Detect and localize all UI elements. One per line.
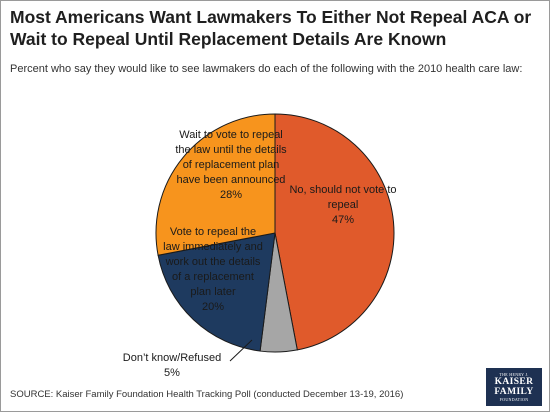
slice-label-no-repeal-text: No, should not vote to repeal xyxy=(289,184,397,211)
pie-slice-repeal-now xyxy=(157,232,276,352)
slice-label-dont-know: Don’t know/Refused 5% xyxy=(115,351,229,381)
leader-line-dont-know xyxy=(229,339,253,362)
source-note: SOURCE: Kaiser Family Foundation Health … xyxy=(10,389,404,400)
slice-label-no-repeal-value: 47% xyxy=(331,214,355,226)
slice-label-repeal-now-text: Vote to repeal the law immediately and w… xyxy=(163,226,263,298)
pie-slice-no-repeal xyxy=(274,113,395,351)
slice-label-no-repeal: No, should not vote to repeal 47% xyxy=(288,183,398,228)
kff-logo: THE HENRY J. KAISER FAMILY FOUNDATION xyxy=(486,368,542,406)
slice-label-wait-text: Wait to vote to repeal the law until the… xyxy=(175,129,287,186)
logo-line-1: THE HENRY J. xyxy=(499,372,529,377)
logo-line-2: KAISER xyxy=(494,377,534,387)
logo-line-4: FOUNDATION xyxy=(499,397,529,402)
chart-title: Most Americans Want Lawmakers To Either … xyxy=(10,7,532,49)
slice-label-repeal-now: Vote to repeal the law immediately and w… xyxy=(163,225,263,315)
pie-slice-wait xyxy=(155,113,276,256)
slice-label-wait-value: 28% xyxy=(219,189,243,201)
slice-label-dont-know-value: 5% xyxy=(164,367,180,379)
logo-line-3: FAMILY xyxy=(494,387,534,397)
slice-label-dont-know-text: Don’t know/Refused xyxy=(122,352,222,364)
slice-label-repeal-now-value: 20% xyxy=(201,301,225,313)
slice-label-wait: Wait to vote to repeal the law until the… xyxy=(172,128,290,203)
chart-subtitle: Percent who say they would like to see l… xyxy=(10,63,523,75)
